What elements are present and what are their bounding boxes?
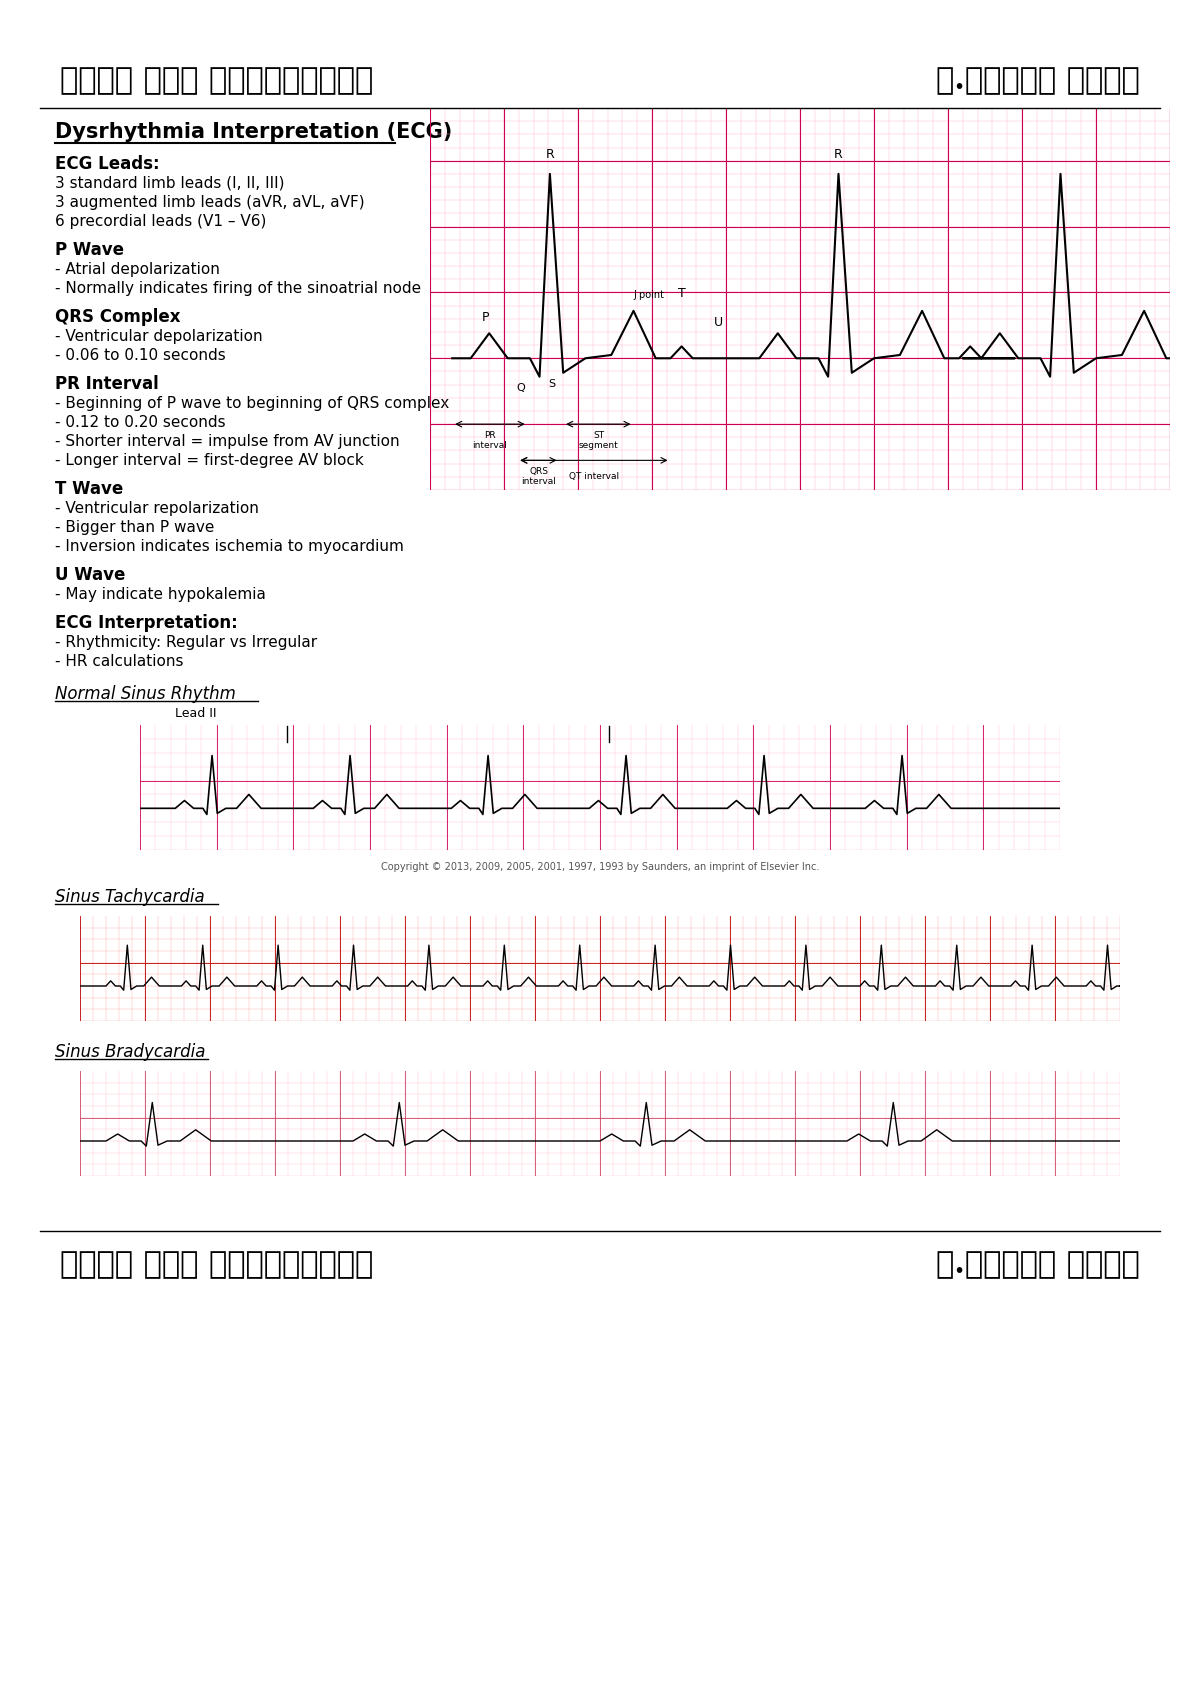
Text: ST
segment: ST segment — [578, 431, 618, 450]
Text: - Ventricular depolarization: - Ventricular depolarization — [55, 329, 263, 344]
Text: Sinus Bradycardia: Sinus Bradycardia — [55, 1044, 205, 1061]
Text: PR Interval: PR Interval — [55, 375, 158, 394]
Text: د.محمود صبيح: د.محمود صبيح — [936, 1249, 1140, 1280]
Text: - Inversion indicates ischemia to myocardium: - Inversion indicates ischemia to myocar… — [55, 540, 404, 553]
Text: Lead II: Lead II — [175, 708, 216, 720]
Text: - Beginning of P wave to beginning of QRS complex: - Beginning of P wave to beginning of QR… — [55, 395, 449, 411]
Text: - 0.12 to 0.20 seconds: - 0.12 to 0.20 seconds — [55, 416, 226, 429]
Text: - Shorter interval = impulse from AV junction: - Shorter interval = impulse from AV jun… — [55, 434, 400, 450]
Text: مركز بدر الأكاديمي: مركز بدر الأكاديمي — [60, 64, 373, 97]
Text: QRS Complex: QRS Complex — [55, 307, 180, 326]
Text: P: P — [481, 311, 490, 324]
Text: PR
interval: PR interval — [473, 431, 508, 450]
Text: مركز بدر الأكاديمي: مركز بدر الأكاديمي — [60, 1249, 373, 1280]
Text: T: T — [678, 287, 685, 300]
Text: S: S — [548, 380, 556, 389]
Text: - HR calculations: - HR calculations — [55, 653, 184, 669]
Text: QT interval: QT interval — [569, 472, 619, 480]
Text: J point: J point — [634, 290, 665, 300]
Text: 3 standard limb leads (I, II, III): 3 standard limb leads (I, II, III) — [55, 176, 284, 192]
Text: 3 augmented limb leads (aVR, aVL, aVF): 3 augmented limb leads (aVR, aVL, aVF) — [55, 195, 365, 210]
Text: - Rhythmicity: Regular vs Irregular: - Rhythmicity: Regular vs Irregular — [55, 635, 317, 650]
Text: - May indicate hypokalemia: - May indicate hypokalemia — [55, 587, 266, 602]
Text: - Longer interval = first-degree AV block: - Longer interval = first-degree AV bloc… — [55, 453, 364, 468]
Text: Sinus Tachycardia: Sinus Tachycardia — [55, 888, 205, 906]
Text: Dysrhythmia Interpretation (ECG): Dysrhythmia Interpretation (ECG) — [55, 122, 452, 143]
Text: - Normally indicates firing of the sinoatrial node: - Normally indicates firing of the sinoa… — [55, 282, 421, 295]
Text: U: U — [714, 316, 724, 329]
Text: - Ventricular repolarization: - Ventricular repolarization — [55, 501, 259, 516]
Text: د.محمود صبيح: د.محمود صبيح — [936, 64, 1140, 97]
Text: R: R — [546, 148, 554, 161]
Text: QRS
interval: QRS interval — [521, 467, 557, 487]
Text: 6 precordial leads (V1 – V6): 6 precordial leads (V1 – V6) — [55, 214, 266, 229]
Text: T Wave: T Wave — [55, 480, 124, 497]
Text: - Atrial depolarization: - Atrial depolarization — [55, 261, 220, 277]
Text: P Wave: P Wave — [55, 241, 124, 260]
Text: - 0.06 to 0.10 seconds: - 0.06 to 0.10 seconds — [55, 348, 226, 363]
Text: ECG Interpretation:: ECG Interpretation: — [55, 614, 238, 631]
Text: Q: Q — [516, 384, 524, 394]
Text: Normal Sinus Rhythm: Normal Sinus Rhythm — [55, 686, 236, 703]
Text: Copyright © 2013, 2009, 2005, 2001, 1997, 1993 by Saunders, an imprint of Elsevi: Copyright © 2013, 2009, 2005, 2001, 1997… — [380, 862, 820, 872]
Text: ECG Leads:: ECG Leads: — [55, 154, 160, 173]
Text: U Wave: U Wave — [55, 567, 125, 584]
Text: R: R — [834, 148, 842, 161]
Text: - Bigger than P wave: - Bigger than P wave — [55, 519, 215, 535]
